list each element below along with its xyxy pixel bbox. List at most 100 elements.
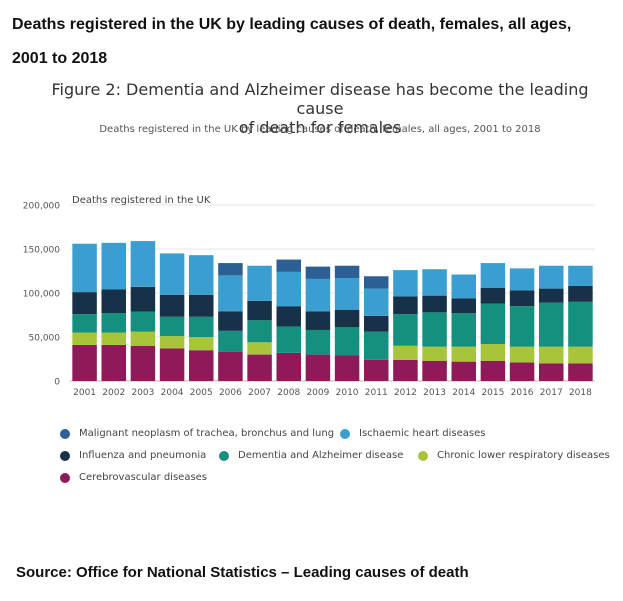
- x-tick-label: 2005: [190, 388, 213, 398]
- bar-segment: [101, 332, 126, 345]
- bar-segment: [276, 306, 301, 327]
- x-tick-label: 2003: [131, 388, 154, 398]
- chart-legend: Malignant neoplasm of trachea, bronchus …: [60, 428, 620, 498]
- x-tick-label: 2012: [394, 388, 417, 398]
- figure-title-line1: Figure 2: Dementia and Alzheimer disease…: [51, 80, 589, 118]
- bar-segment: [451, 274, 476, 299]
- bar-segment: [509, 306, 535, 347]
- bars: [72, 241, 593, 381]
- bar-segment: [218, 351, 243, 381]
- legend-item: Dementia and Alzheimer disease: [219, 450, 403, 461]
- bar-segment: [305, 329, 331, 355]
- bar-segment: [159, 336, 185, 349]
- bar-segment: [334, 309, 360, 328]
- figure-title: Figure 2: Dementia and Alzheimer disease…: [30, 80, 610, 137]
- page-heading: Deaths registered in the UK by leading c…: [12, 8, 612, 76]
- bar-segment: [218, 263, 243, 276]
- bar-segment: [218, 330, 243, 352]
- bar-segment: [305, 266, 331, 279]
- gridlines: [70, 204, 595, 382]
- bar-segment: [480, 303, 506, 345]
- legend-swatch: [219, 450, 229, 461]
- legend-item: Chronic lower respiratory diseases: [418, 450, 610, 461]
- bar-segment: [130, 286, 156, 312]
- stacked-bar-chart: 0 50,000 100,000 150,000 200,000 Deaths regi…: [23, 195, 595, 398]
- bar-segment: [568, 363, 593, 381]
- x-tick-label: 2018: [569, 388, 592, 398]
- bar-segment: [364, 288, 389, 316]
- bar-segment: [159, 294, 185, 317]
- bar-segment: [422, 312, 447, 347]
- bar-segment: [393, 296, 418, 315]
- x-tick-label: 2006: [219, 388, 242, 398]
- x-tick-label: 2017: [540, 388, 563, 398]
- bar-segment: [72, 243, 97, 293]
- bar-segment: [509, 346, 535, 363]
- bar-segment: [159, 253, 185, 295]
- bar-segment: [189, 316, 214, 337]
- bar-segment: [422, 269, 447, 296]
- bar-segment: [568, 301, 593, 347]
- legend-swatch: [60, 472, 70, 483]
- bar-segment: [72, 292, 97, 315]
- bar-segment: [422, 346, 447, 361]
- bar-segment: [218, 311, 243, 331]
- bar-segment: [334, 265, 360, 279]
- bar-segment: [130, 331, 156, 346]
- bar-segment: [568, 285, 593, 302]
- x-tick-label: 2013: [423, 388, 446, 398]
- bar-segment: [568, 265, 593, 286]
- bar-segment: [334, 278, 360, 310]
- bar-segment: [159, 348, 185, 381]
- x-axis-ticks: 2001 2002 2003 2004 2005 2006 2007 2008 2009 2010…: [73, 388, 592, 398]
- x-tick-label: 2002: [102, 388, 125, 398]
- legend-item: Ischaemic heart diseases: [340, 428, 486, 439]
- bar-segment: [247, 354, 272, 381]
- bar-segment: [451, 298, 476, 314]
- bar-segment: [364, 315, 389, 332]
- bar-segment: [247, 342, 272, 355]
- x-tick-label: 2011: [365, 388, 388, 398]
- page-heading-line1: Deaths registered in the UK by leading c…: [12, 16, 572, 33]
- bar-segment: [130, 241, 156, 287]
- bar-segment: [276, 326, 301, 353]
- bar-segment: [72, 314, 97, 333]
- legend-swatch: [60, 428, 70, 439]
- bar-segment: [568, 346, 593, 364]
- source-note: Source: Office for National Statistics –…: [16, 564, 469, 581]
- legend-swatch: [340, 428, 350, 439]
- legend-label: Dementia and Alzheimer disease: [238, 450, 404, 461]
- bar-segment: [276, 259, 301, 272]
- legend-label: Chronic lower respiratory diseases: [437, 450, 610, 461]
- bar-segment: [305, 354, 331, 381]
- x-tick-label: 2009: [306, 388, 329, 398]
- bar-segment: [189, 350, 214, 381]
- x-tick-label: 2007: [248, 388, 271, 398]
- bar-segment: [393, 345, 418, 360]
- y-tick-label: 0: [54, 378, 60, 388]
- bar-segment: [334, 355, 360, 381]
- bar-segment: [539, 265, 564, 289]
- bar-segment: [451, 346, 476, 362]
- legend-label: Malignant neoplasm of trachea, bronchus …: [79, 428, 335, 439]
- y-tick-label: 50,000: [29, 334, 61, 344]
- bar-segment: [480, 263, 506, 288]
- bar-segment: [422, 295, 447, 313]
- bar-segment: [159, 316, 185, 337]
- bar-segment: [189, 255, 214, 295]
- bar-segment: [101, 313, 126, 333]
- figure-subtitle: Deaths registered in the UK by leading c…: [99, 124, 541, 135]
- bar-segment: [393, 314, 418, 346]
- bar-segment: [480, 287, 506, 304]
- legend-item: Cerebrovascular diseases: [60, 472, 207, 483]
- x-tick-label: 2014: [452, 388, 475, 398]
- bar-segment: [422, 360, 447, 381]
- y-tick-label: 100,000: [23, 290, 60, 300]
- legend-label: Influenza and pneumonia: [79, 450, 207, 461]
- x-tick-label: 2016: [511, 388, 534, 398]
- y-axis-label: Deaths registered in the UK: [72, 195, 211, 206]
- bar-segment: [247, 320, 272, 343]
- legend-item: Influenza and pneumonia: [60, 450, 206, 461]
- bar-segment: [72, 344, 97, 381]
- bar-segment: [276, 271, 301, 307]
